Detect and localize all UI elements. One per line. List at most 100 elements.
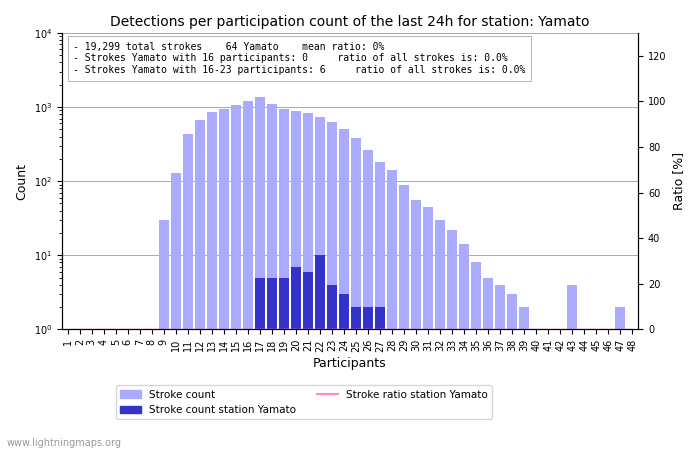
Bar bbox=[387, 329, 397, 450]
Bar bbox=[615, 307, 625, 450]
Bar bbox=[519, 307, 529, 450]
Stroke ratio station Yamato bbox=[448, 327, 456, 332]
Stroke ratio station Yamato bbox=[496, 327, 504, 332]
Bar bbox=[363, 307, 373, 450]
Bar bbox=[303, 113, 313, 450]
Bar bbox=[603, 403, 613, 450]
Stroke ratio station Yamato bbox=[160, 327, 168, 332]
Bar bbox=[87, 403, 97, 450]
Bar bbox=[496, 285, 505, 450]
Stroke ratio station Yamato bbox=[352, 327, 361, 332]
Bar bbox=[291, 111, 301, 450]
Y-axis label: Count: Count bbox=[15, 162, 28, 200]
Text: - 19,299 total strokes    64 Yamato    mean ratio: 0%
- Strokes Yamato with 16 p: - 19,299 total strokes 64 Yamato mean ra… bbox=[74, 42, 526, 75]
Bar bbox=[351, 138, 360, 450]
Bar bbox=[219, 109, 229, 450]
Stroke ratio station Yamato bbox=[148, 327, 156, 332]
Bar bbox=[363, 150, 373, 450]
Stroke ratio station Yamato bbox=[616, 327, 624, 332]
Stroke ratio station Yamato bbox=[232, 327, 240, 332]
Stroke ratio station Yamato bbox=[208, 327, 216, 332]
Stroke ratio station Yamato bbox=[292, 327, 300, 332]
Bar bbox=[279, 278, 288, 450]
Stroke ratio station Yamato bbox=[136, 327, 144, 332]
Stroke ratio station Yamato bbox=[592, 327, 601, 332]
Stroke ratio station Yamato bbox=[520, 327, 528, 332]
Bar bbox=[123, 403, 132, 450]
Stroke ratio station Yamato bbox=[76, 327, 84, 332]
Bar bbox=[231, 105, 241, 450]
Bar bbox=[471, 262, 481, 450]
Bar bbox=[171, 173, 181, 450]
Bar bbox=[424, 207, 433, 450]
Stroke ratio station Yamato bbox=[64, 327, 72, 332]
Bar bbox=[340, 129, 349, 450]
Bar bbox=[447, 230, 457, 450]
Stroke ratio station Yamato bbox=[400, 327, 408, 332]
Bar bbox=[351, 307, 360, 450]
Bar bbox=[340, 294, 349, 450]
Stroke ratio station Yamato bbox=[604, 327, 612, 332]
Bar bbox=[315, 117, 325, 450]
Bar bbox=[399, 329, 409, 450]
Bar bbox=[387, 170, 397, 450]
Bar bbox=[483, 278, 493, 450]
Stroke ratio station Yamato bbox=[316, 327, 324, 332]
Stroke ratio station Yamato bbox=[220, 327, 228, 332]
Stroke ratio station Yamato bbox=[196, 327, 204, 332]
Bar bbox=[327, 122, 337, 450]
Stroke ratio station Yamato bbox=[508, 327, 517, 332]
Bar bbox=[555, 403, 565, 450]
Bar bbox=[435, 220, 445, 450]
Bar bbox=[135, 403, 145, 450]
Y-axis label: Ratio [%]: Ratio [%] bbox=[672, 152, 685, 210]
Stroke ratio station Yamato bbox=[280, 327, 288, 332]
Bar bbox=[592, 403, 601, 450]
Stroke ratio station Yamato bbox=[580, 327, 589, 332]
Stroke ratio station Yamato bbox=[412, 327, 420, 332]
Bar bbox=[99, 403, 108, 450]
Bar bbox=[267, 278, 276, 450]
Stroke ratio station Yamato bbox=[124, 327, 132, 332]
Bar bbox=[195, 121, 204, 450]
Stroke ratio station Yamato bbox=[484, 327, 492, 332]
Bar bbox=[327, 285, 337, 450]
Bar bbox=[543, 403, 553, 450]
Stroke ratio station Yamato bbox=[556, 327, 564, 332]
Title: Detections per participation count of the last 24h for station: Yamato: Detections per participation count of th… bbox=[110, 15, 589, 29]
Stroke ratio station Yamato bbox=[304, 327, 312, 332]
Stroke ratio station Yamato bbox=[244, 327, 252, 332]
Bar bbox=[291, 267, 301, 450]
Stroke ratio station Yamato bbox=[388, 327, 396, 332]
Stroke ratio station Yamato bbox=[256, 327, 264, 332]
Bar bbox=[411, 329, 421, 450]
Stroke ratio station Yamato bbox=[376, 327, 384, 332]
Bar bbox=[580, 403, 589, 450]
Bar bbox=[531, 329, 541, 450]
Bar bbox=[63, 403, 73, 450]
Bar bbox=[459, 244, 469, 450]
Bar bbox=[243, 101, 253, 450]
Stroke ratio station Yamato bbox=[460, 327, 468, 332]
Stroke ratio station Yamato bbox=[544, 327, 552, 332]
Stroke ratio station Yamato bbox=[267, 327, 276, 332]
Stroke ratio station Yamato bbox=[88, 327, 96, 332]
Stroke ratio station Yamato bbox=[328, 327, 336, 332]
Stroke ratio station Yamato bbox=[628, 327, 636, 332]
Bar bbox=[279, 109, 288, 450]
Bar bbox=[399, 184, 409, 450]
Bar bbox=[303, 272, 313, 450]
Bar bbox=[255, 278, 265, 450]
Bar bbox=[411, 200, 421, 450]
X-axis label: Participants: Participants bbox=[313, 357, 387, 370]
Bar bbox=[159, 220, 169, 450]
Bar bbox=[75, 403, 85, 450]
Stroke ratio station Yamato bbox=[340, 327, 348, 332]
Stroke ratio station Yamato bbox=[472, 327, 480, 332]
Bar bbox=[375, 307, 385, 450]
Bar bbox=[508, 294, 517, 450]
Stroke ratio station Yamato bbox=[99, 327, 108, 332]
Bar bbox=[627, 403, 637, 450]
Stroke ratio station Yamato bbox=[111, 327, 120, 332]
Text: www.lightningmaps.org: www.lightningmaps.org bbox=[7, 437, 122, 447]
